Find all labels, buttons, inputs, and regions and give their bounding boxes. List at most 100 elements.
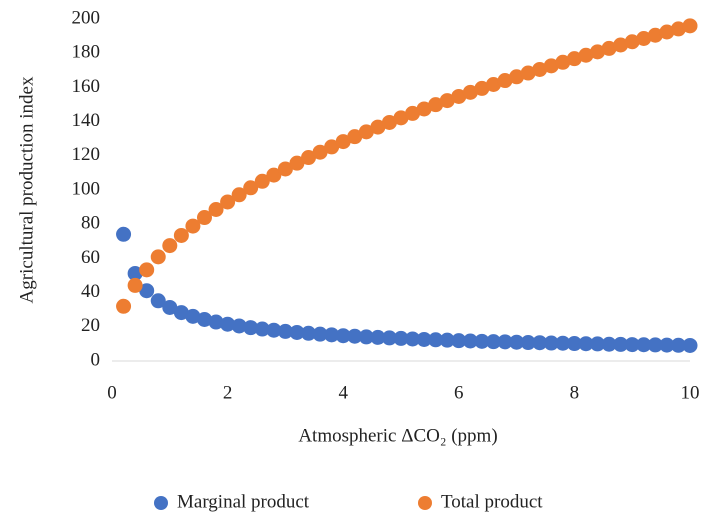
y-tick-label: 80 [81, 213, 100, 234]
point [532, 335, 548, 351]
point [370, 329, 386, 345]
point [289, 155, 305, 171]
point [659, 337, 675, 353]
point [543, 58, 559, 74]
point [566, 336, 582, 352]
point [497, 73, 513, 89]
point [613, 336, 629, 352]
point [127, 277, 143, 293]
point [139, 262, 155, 278]
point [393, 330, 409, 346]
point [254, 321, 270, 337]
legend-marker [154, 496, 168, 510]
point [220, 194, 236, 210]
point [474, 80, 490, 96]
point [347, 129, 363, 145]
point [312, 144, 328, 160]
y-tick-label: 160 [72, 76, 101, 97]
point [451, 88, 467, 104]
y-tick-label: 200 [72, 7, 101, 28]
point [301, 325, 317, 341]
x-tick-label: 4 [338, 382, 348, 403]
point [474, 333, 490, 349]
point [220, 316, 236, 332]
y-tick-label: 140 [72, 110, 101, 131]
point [324, 139, 340, 155]
legend-label: Total product [441, 491, 543, 512]
y-tick-label: 20 [81, 315, 100, 336]
point [335, 134, 351, 150]
point [624, 34, 640, 50]
point [682, 337, 698, 353]
point [601, 336, 617, 352]
y-tick-label: 40 [81, 281, 100, 302]
point [289, 324, 305, 340]
point [428, 97, 444, 113]
point [578, 336, 594, 352]
point [647, 337, 663, 353]
y-tick-label: 100 [72, 178, 101, 199]
point [301, 150, 317, 166]
x-tick-label: 10 [681, 382, 700, 403]
y-tick-label: 0 [91, 349, 101, 370]
x-tick-label: 2 [223, 382, 233, 403]
point [462, 84, 478, 100]
point [185, 308, 201, 324]
point [451, 333, 467, 349]
point [358, 329, 374, 345]
point [405, 331, 421, 347]
point [555, 335, 571, 351]
point [509, 334, 525, 350]
point [566, 51, 582, 67]
point [428, 332, 444, 348]
point [208, 314, 224, 330]
x-tick-label: 6 [454, 382, 464, 403]
point [196, 210, 212, 226]
legend-label: Marginal product [177, 491, 310, 512]
point [555, 54, 571, 70]
point [277, 161, 293, 177]
x-tick-label: 8 [570, 382, 580, 403]
point [231, 187, 247, 203]
point [497, 334, 513, 350]
point [624, 337, 640, 353]
point [150, 249, 166, 265]
point [312, 326, 328, 342]
point [162, 299, 178, 315]
point [485, 76, 501, 92]
x-axis-title: Atmospheric ΔCO₂ (ppm) [298, 425, 497, 446]
point [162, 238, 178, 254]
point [416, 331, 432, 347]
point [670, 21, 686, 37]
point [381, 114, 397, 130]
y-axis-title: Agricultural production index [16, 76, 37, 303]
point [347, 328, 363, 344]
point [462, 333, 478, 349]
point [370, 119, 386, 135]
point [266, 322, 282, 338]
point [613, 37, 629, 53]
point [358, 124, 374, 140]
y-tick-label: 60 [81, 247, 100, 268]
point [682, 18, 698, 34]
point [532, 61, 548, 77]
point [266, 167, 282, 183]
point [243, 180, 259, 196]
point [405, 105, 421, 121]
point [150, 293, 166, 309]
legend-marker [418, 496, 432, 510]
point [636, 30, 652, 46]
point [335, 328, 351, 344]
point [659, 24, 675, 40]
point [127, 265, 143, 281]
point [543, 335, 559, 351]
point [208, 201, 224, 217]
point [590, 44, 606, 60]
point [139, 283, 155, 299]
y-tick-label: 120 [72, 144, 101, 165]
point [381, 330, 397, 346]
point [601, 40, 617, 56]
point [243, 320, 259, 336]
